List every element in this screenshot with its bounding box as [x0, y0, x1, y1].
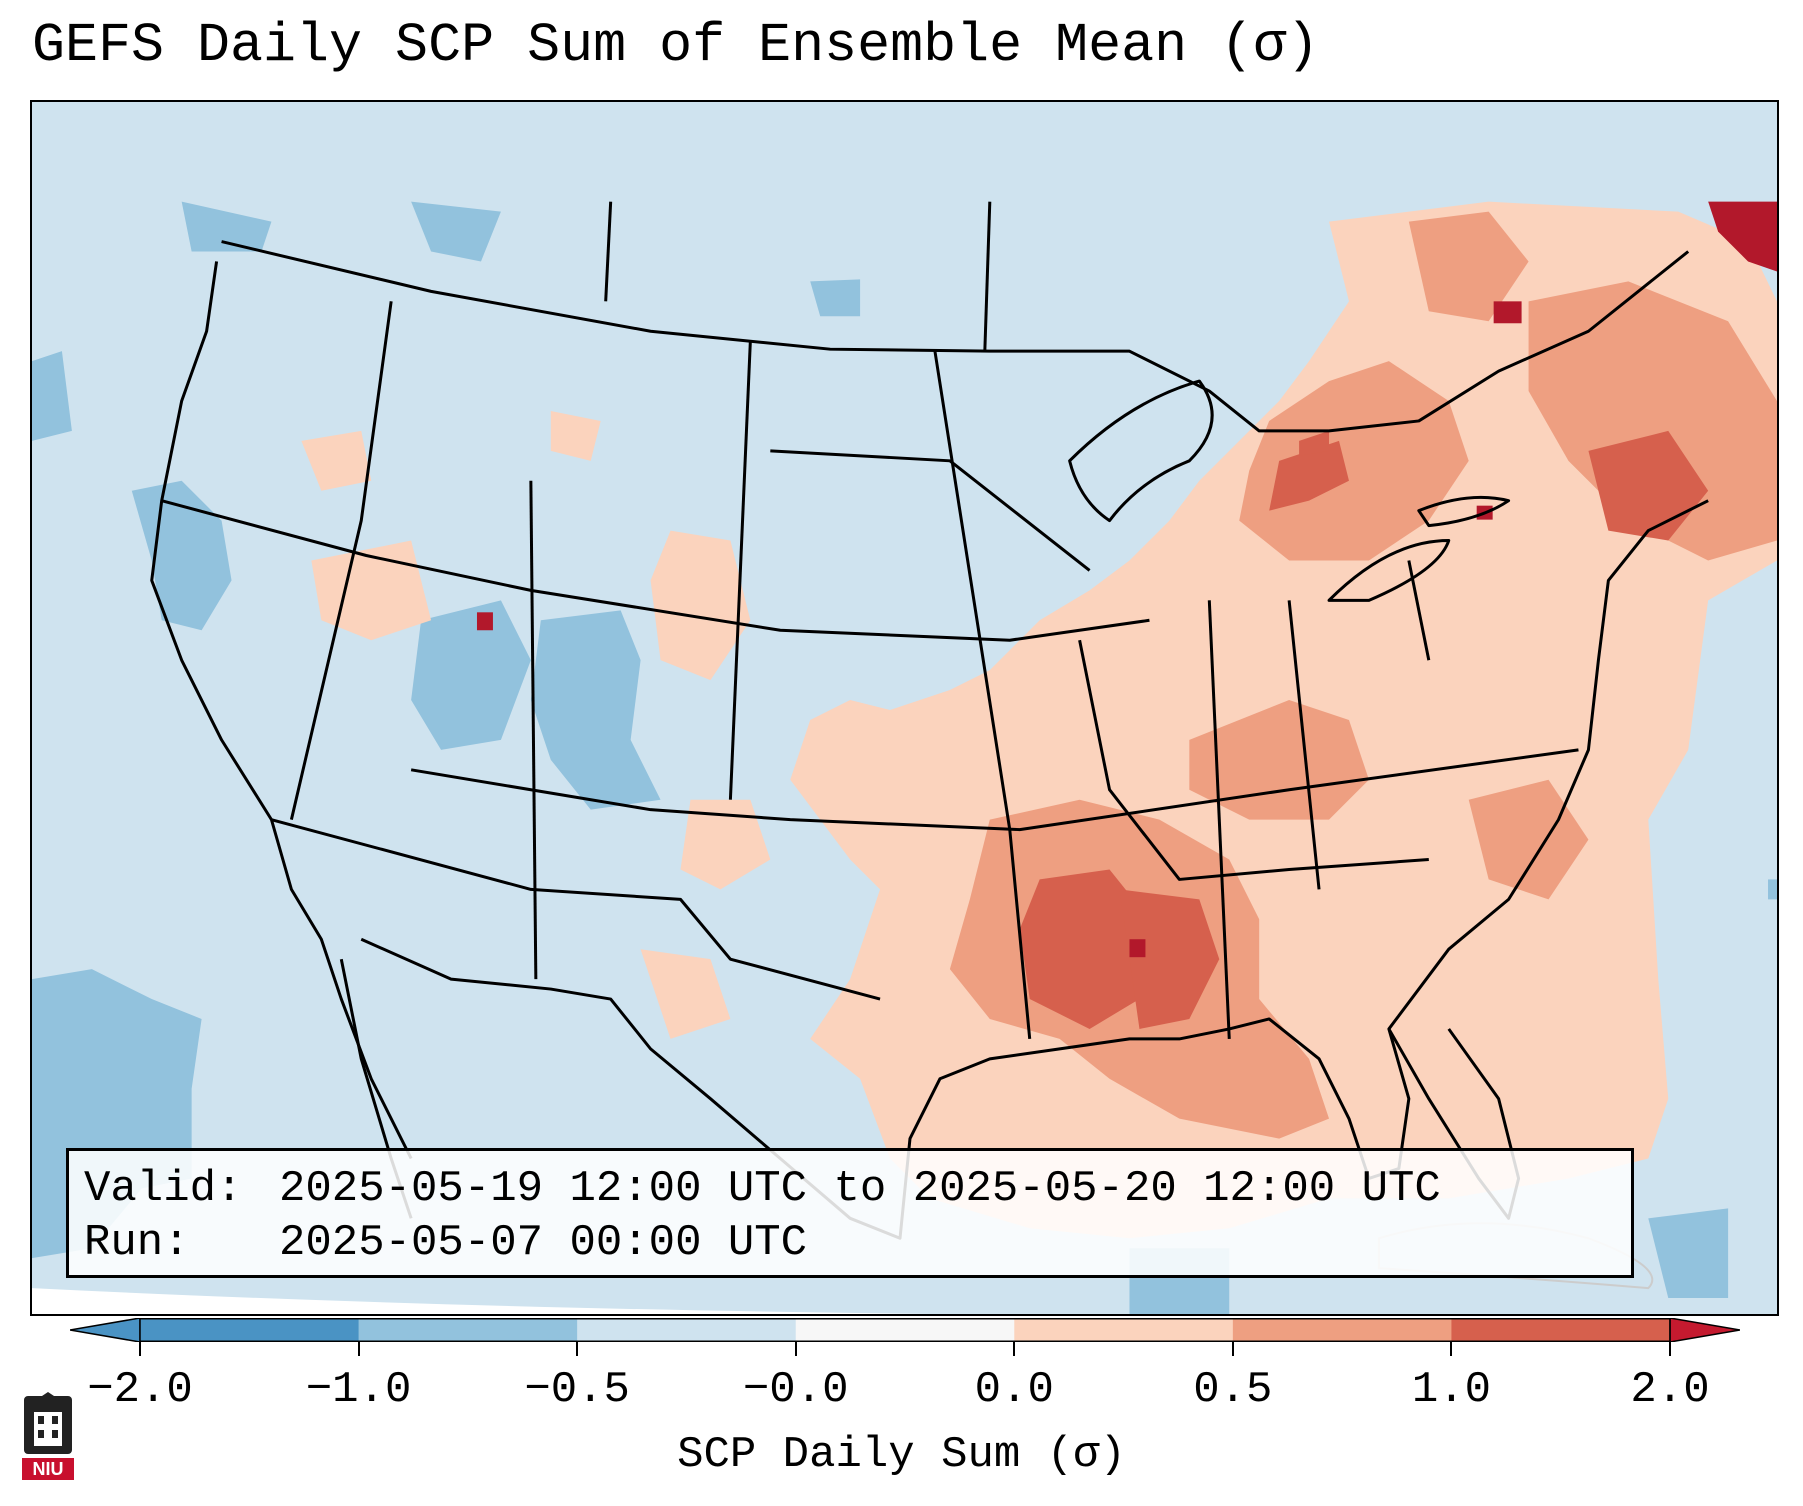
colorbar-tick-label: 2.0	[1630, 1365, 1710, 1415]
page-title: GEFS Daily SCP Sum of Ensemble Mean (σ)	[32, 14, 1320, 77]
niu-logo: NIU	[22, 1392, 74, 1480]
valid-label: Valid:	[84, 1164, 243, 1214]
colorbar-tick-label: −0.0	[742, 1365, 849, 1415]
colorbar-extend-max	[1669, 1318, 1740, 1342]
positive-high-patches	[1019, 430, 1709, 1029]
colorbar-tick-mark	[576, 1342, 579, 1356]
colorbar-segment	[358, 1318, 578, 1342]
boundaries	[150, 201, 1709, 1240]
map-panel	[30, 100, 1779, 1316]
colorbar-extend-min	[70, 1318, 141, 1342]
colorbar-segment	[140, 1318, 360, 1342]
valid-value: 2025-05-19 12:00 UTC to 2025-05-20 12:00…	[279, 1164, 1441, 1214]
colorbar-label: SCP Daily Sum (σ)	[677, 1430, 1126, 1480]
colorbar-tick-mark	[1669, 1342, 1671, 1356]
colorbar-tick-mark	[139, 1342, 141, 1356]
valid-run-info-box: Valid: 2025-05-19 12:00 UTC to 2025-05-2…	[66, 1148, 1634, 1278]
positive-max-patches	[476, 201, 1777, 958]
colorbar-tick-label: 0.5	[1193, 1365, 1273, 1415]
colorbar-tick-mark	[357, 1342, 360, 1356]
colorbar-tick-label: −2.0	[87, 1365, 193, 1415]
colorbar-segment	[1451, 1318, 1671, 1342]
colorbar-tick-mark	[1450, 1342, 1453, 1356]
colorbar-tick-mark	[794, 1342, 797, 1356]
colorbar	[70, 1318, 1740, 1342]
colorbar-tick-mark	[1013, 1342, 1016, 1356]
colorbar-outline	[139, 1318, 1671, 1342]
colorbar-segment	[1014, 1318, 1234, 1342]
colorbar-tick-label: 1.0	[1411, 1365, 1492, 1415]
colorbar-tick-label: −0.5	[524, 1365, 630, 1415]
run-label: Run:	[84, 1218, 190, 1268]
colorbar-tick-label: −1.0	[305, 1365, 412, 1415]
scp-map	[32, 102, 1777, 1314]
colorbar-segment	[795, 1318, 1015, 1342]
colorbar-segment	[1232, 1318, 1452, 1342]
colorbar-tick-label: 0.0	[974, 1365, 1054, 1415]
logo-text: NIU	[33, 1459, 64, 1479]
run-value: 2025-05-07 00:00 UTC	[279, 1218, 808, 1268]
colorbar-segment	[577, 1318, 797, 1342]
map-edge-fill	[32, 1288, 930, 1314]
colorbar-tick-mark	[1231, 1342, 1234, 1356]
